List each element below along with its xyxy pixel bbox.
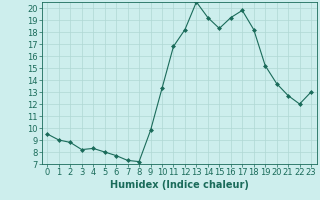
X-axis label: Humidex (Indice chaleur): Humidex (Indice chaleur) bbox=[110, 180, 249, 190]
